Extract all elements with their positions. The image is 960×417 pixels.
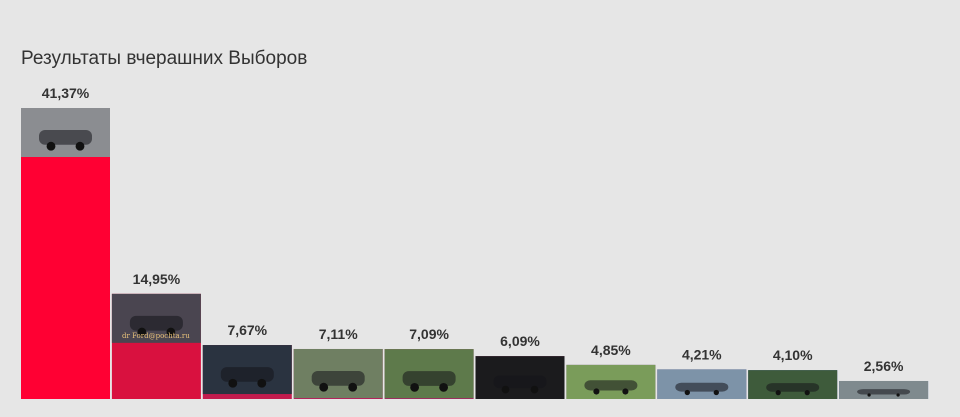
car-wheel-front-3 xyxy=(228,378,238,388)
car-wheel-rear-10 xyxy=(896,393,900,397)
car-wheel-rear-1 xyxy=(75,141,85,151)
car-wheel-rear-7 xyxy=(622,388,629,395)
car-body-10 xyxy=(857,389,911,395)
car-wheel-rear-5 xyxy=(439,382,449,392)
car-body-3 xyxy=(220,367,274,382)
photo-caption: dr Ford@pochta.ru xyxy=(122,332,190,340)
car-body-9 xyxy=(766,383,820,392)
car-body-7 xyxy=(584,380,638,391)
car-wheel-front-7 xyxy=(593,388,600,395)
bar-label-1: 41,37% xyxy=(42,85,90,101)
car-wheel-front-5 xyxy=(410,382,420,392)
car-wheel-front-9 xyxy=(775,390,781,396)
car-body-6 xyxy=(493,375,547,389)
car-wheel-front-2 xyxy=(137,327,147,337)
car-body-5 xyxy=(402,371,456,386)
chart-title: Результаты вчерашних Выборов xyxy=(21,48,308,69)
car-wheel-rear-3 xyxy=(257,378,267,388)
car-body-8 xyxy=(675,382,729,392)
car-wheel-front-1 xyxy=(46,141,56,151)
car-body-2 xyxy=(129,315,183,331)
car-wheel-front-8 xyxy=(684,389,690,396)
bar-label-6: 6,09% xyxy=(500,333,540,349)
car-wheel-rear-2 xyxy=(166,327,176,337)
bar-label-7: 4,85% xyxy=(591,342,631,358)
car-body-1 xyxy=(39,130,92,145)
car-wheel-front-10 xyxy=(867,393,871,397)
bar-label-9: 4,10% xyxy=(773,347,813,363)
car-wheel-front-6 xyxy=(501,385,510,394)
bar-label-3: 7,67% xyxy=(227,322,267,338)
car-wheel-rear-6 xyxy=(530,385,539,394)
bar-label-8: 4,21% xyxy=(682,346,722,362)
car-wheel-rear-8 xyxy=(713,389,719,396)
car-body-4 xyxy=(311,371,365,386)
bar-label-5: 7,09% xyxy=(409,326,449,342)
car-wheel-front-4 xyxy=(319,382,329,392)
bar-label-2: 14,95% xyxy=(133,271,181,287)
bar-label-10: 2,56% xyxy=(864,358,904,374)
bar-label-4: 7,11% xyxy=(319,326,358,342)
car-wheel-rear-9 xyxy=(804,390,810,396)
car-wheel-rear-4 xyxy=(348,382,358,392)
